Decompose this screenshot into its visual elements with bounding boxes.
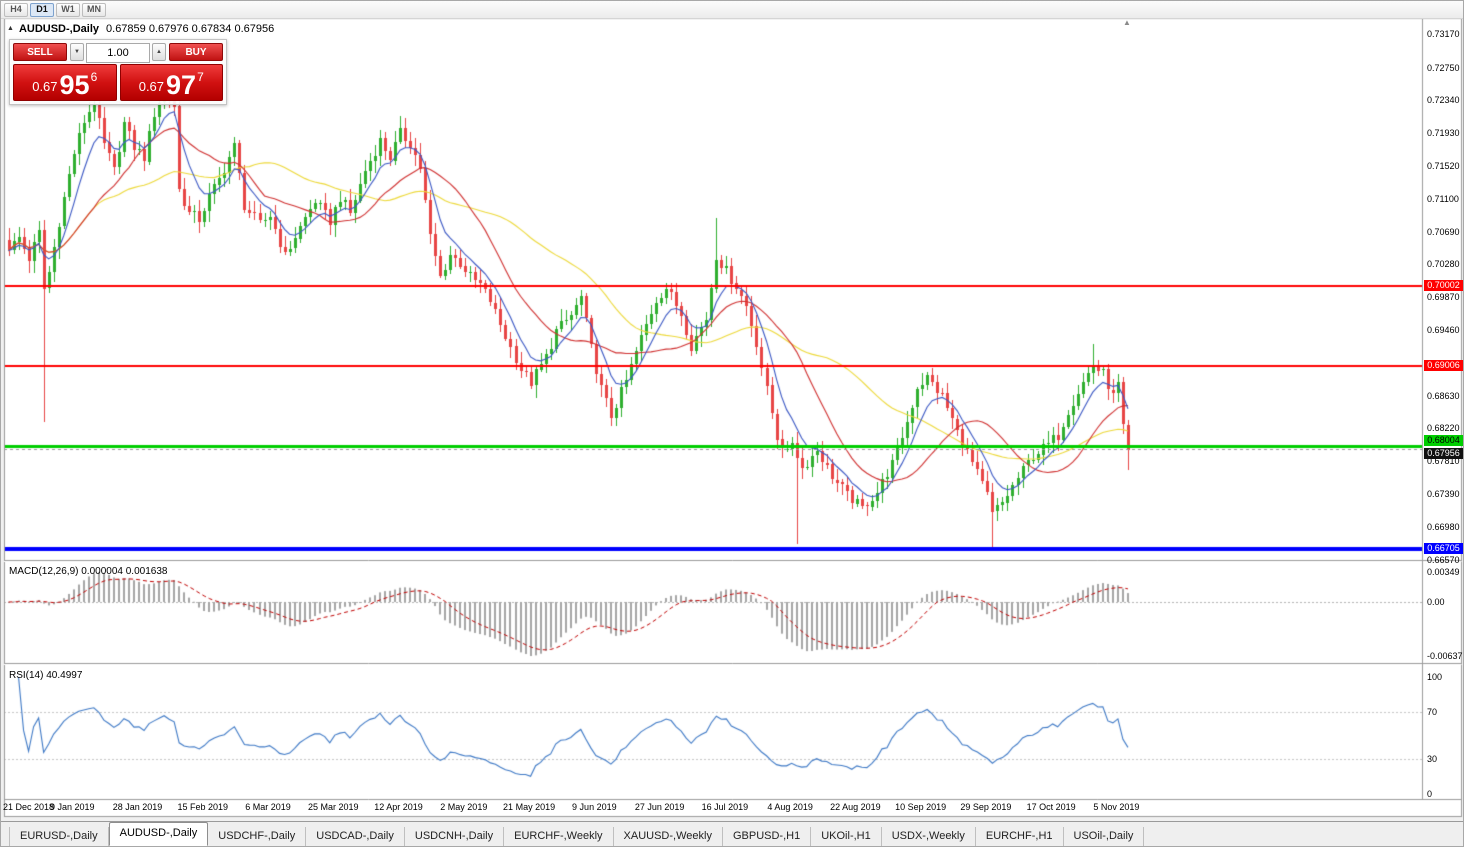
timeframe-toolbar: H4 D1 W1 MN	[1, 1, 1463, 19]
buy-price-base: 0.67	[138, 79, 165, 94]
period-button-w1[interactable]: W1	[56, 2, 80, 17]
chart-symbol-period: AUDUSD-,Daily	[18, 23, 100, 35]
chart-tab-ukoil-h1[interactable]: UKOil-,H1	[811, 827, 882, 846]
spinner-down-icon: ▼	[74, 49, 80, 55]
trade-controls-row: SELL ▼ ▲ BUY	[13, 43, 223, 63]
period-button-d1[interactable]: D1	[30, 2, 54, 17]
chart-tab-usdx-weekly[interactable]: USDX-,Weekly	[882, 827, 976, 846]
chart-tab-usdcad-daily[interactable]: USDCAD-,Daily	[306, 827, 405, 846]
volume-increase-button[interactable]: ▲	[152, 43, 166, 61]
chart-tab-bar: EURUSD-,Daily AUDUSD-,Daily USDCHF-,Daily U…	[1, 821, 1463, 846]
chart-tab-usoil-daily[interactable]: USOil-,Daily	[1064, 827, 1145, 846]
spinner-up-icon: ▲	[156, 49, 162, 55]
chart-tab-audusd-daily[interactable]: AUDUSD-,Daily	[108, 822, 209, 846]
chart-tab-gbpusd-h1[interactable]: GBPUSD-,H1	[723, 827, 812, 846]
buy-button[interactable]: BUY	[169, 43, 223, 61]
period-button-group: H4 D1 W1 MN	[4, 2, 106, 17]
period-button-h4[interactable]: H4	[4, 2, 28, 17]
macd-indicator-label: MACD(12,26,9) 0.000004 0.001638	[9, 566, 168, 577]
buy-price-display[interactable]: 0.67 97 7	[119, 64, 223, 101]
sell-price-display[interactable]: 0.67 95 6	[13, 64, 117, 101]
volume-decrease-button[interactable]: ▼	[70, 43, 84, 61]
chart-tab-eurchf-h1[interactable]: EURCHF-,H1	[976, 827, 1064, 846]
chart-title: ▲ AUDUSD-,Daily 0.67859 0.67976 0.67834 0.…	[7, 23, 274, 35]
chart-shift-icon[interactable]: ▲	[1123, 18, 1131, 27]
buy-price-point: 7	[197, 70, 204, 84]
sell-button[interactable]: SELL	[13, 43, 67, 61]
buy-price-pips: 97	[166, 70, 197, 100]
trade-price-row: 0.67 95 6 0.67 97 7	[13, 64, 223, 101]
volume-input[interactable]	[86, 43, 150, 63]
rsi-indicator-label: RSI(14) 40.4997	[9, 670, 83, 681]
sell-price-point: 6	[90, 70, 98, 84]
sell-price-pips: 95	[59, 70, 90, 100]
chart-ohlc-values: 0.67859 0.67976 0.67834 0.67956	[106, 23, 275, 35]
chart-tab-eurusd-daily[interactable]: EURUSD-,Daily	[9, 827, 109, 846]
chart-tab-usdcnh-daily[interactable]: USDCNH-,Daily	[405, 827, 505, 846]
chart-tab-eurchf-weekly[interactable]: EURCHF-,Weekly	[504, 827, 614, 846]
one-click-collapse-icon[interactable]: ▲	[7, 25, 14, 32]
volume-control: ▼ ▲	[70, 43, 166, 63]
chart-tab-xauusd-weekly[interactable]: XAUUSD-,Weekly	[614, 827, 723, 846]
chart-tab-usdchf-daily[interactable]: USDCHF-,Daily	[208, 827, 307, 846]
sell-price-base: 0.67	[32, 79, 58, 94]
period-button-mn[interactable]: MN	[82, 2, 106, 17]
